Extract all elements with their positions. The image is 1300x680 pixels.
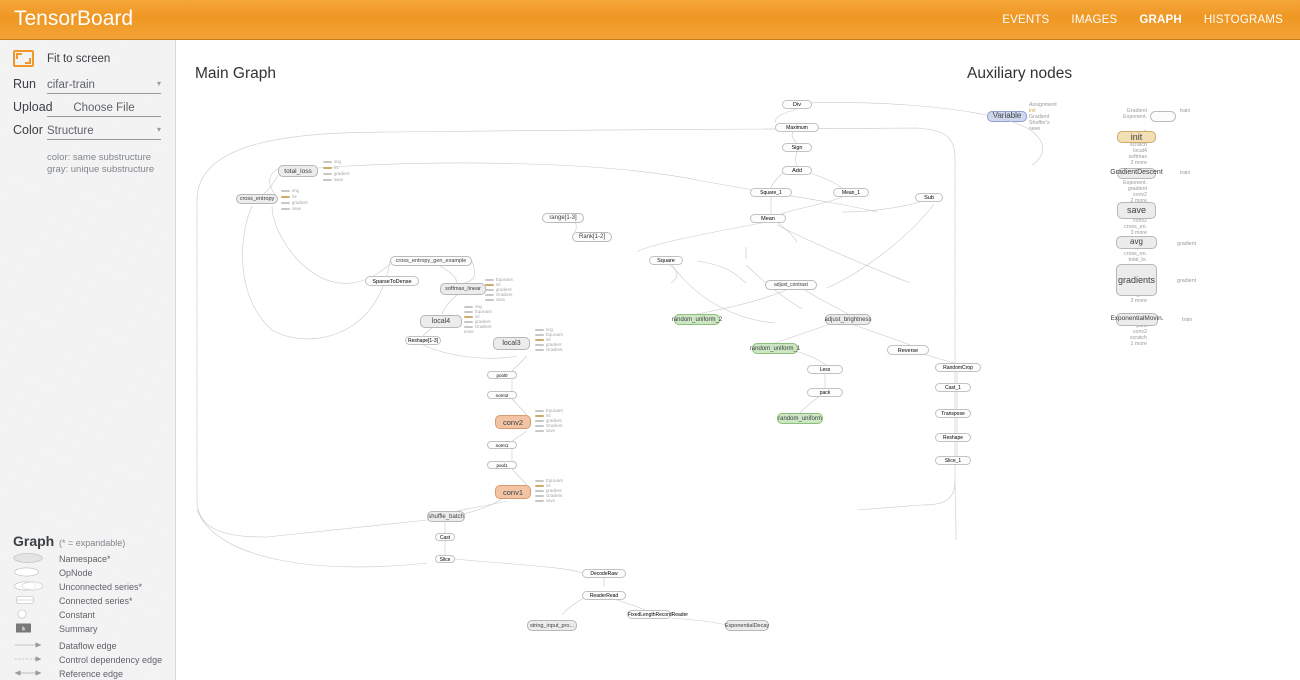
svg-text:Ik: Ik xyxy=(21,626,25,632)
